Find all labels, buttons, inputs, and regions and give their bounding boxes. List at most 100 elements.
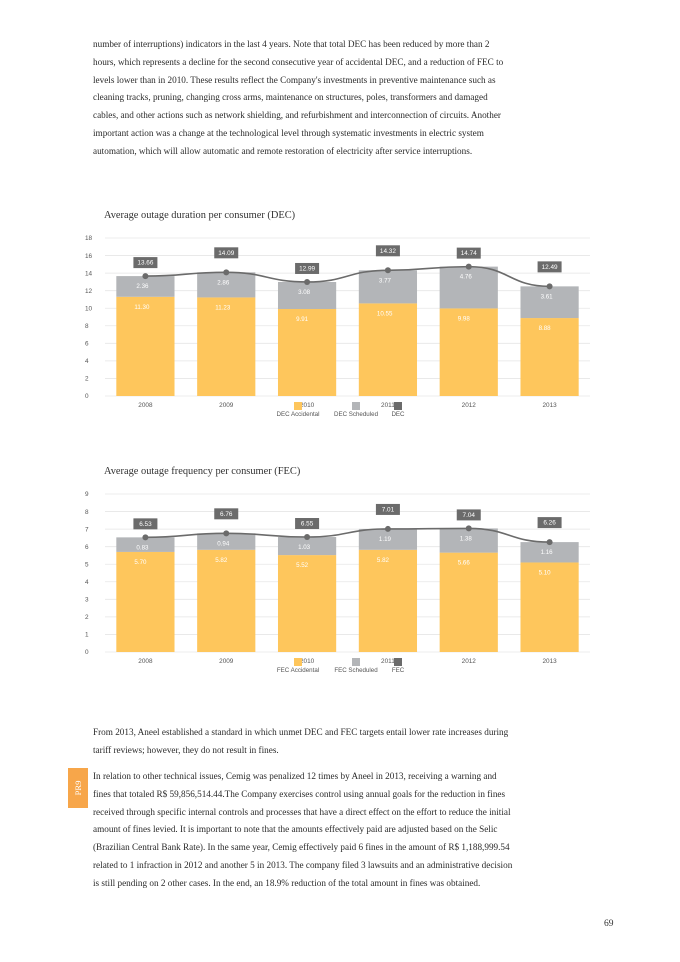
fec-total-point — [465, 525, 472, 532]
dec-total-point — [223, 269, 230, 276]
fec-x-tick-label: 2012 — [462, 658, 477, 665]
fec-bar-scheduled — [197, 533, 256, 550]
fec-legend-swatch — [294, 658, 302, 666]
fec-accidental-label: 5.10 — [539, 569, 552, 576]
fec-total-label: 7.04 — [463, 512, 476, 519]
fec-scheduled-label: 1.38 — [460, 535, 473, 542]
fec-total-line — [145, 527, 550, 543]
dec-bar-scheduled — [439, 266, 498, 309]
fec-bar-accidental — [439, 552, 498, 652]
fec-y-tick-label: 2 — [85, 614, 89, 621]
fec-y-tick-label: 3 — [85, 597, 89, 604]
dec-y-tick-label: 12 — [85, 288, 93, 295]
fec-bar-scheduled — [358, 528, 418, 550]
fec-scheduled-label: 1.03 — [298, 544, 311, 551]
page-number: 69 — [604, 919, 614, 929]
fec-total-point — [223, 530, 230, 537]
fec-x-tick-label: 2008 — [138, 658, 153, 665]
dec-y-tick-label: 6 — [85, 341, 89, 348]
fec-scheduled-label: 1.19 — [379, 536, 392, 543]
dec-y-tick-label: 2 — [85, 376, 89, 383]
dec-total-label: 13.66 — [137, 260, 153, 267]
dec-bar-accidental — [197, 297, 256, 396]
dec-bar-scheduled — [277, 281, 337, 310]
fec-legend-swatch — [394, 658, 402, 666]
dec-total-point — [546, 283, 553, 290]
dec-bar-accidental — [358, 303, 418, 396]
dec-legend-label: DEC Scheduled — [334, 411, 379, 418]
dec-legend-swatch — [294, 402, 302, 410]
fec-total-point — [546, 539, 553, 546]
fec-y-tick-label: 0 — [85, 649, 89, 656]
dec-total-point — [142, 273, 149, 280]
paragraph-dec-fec-results: number of interruptions) indicators in t… — [93, 39, 504, 156]
dec-total-line — [145, 265, 550, 288]
dec-x-tick-label: 2012 — [462, 402, 477, 409]
fec-total-point — [304, 534, 311, 541]
dec-total-label: 14.09 — [218, 250, 234, 257]
dec-accidental-label: 11.30 — [134, 304, 150, 311]
dec-scheduled-label: 3.77 — [379, 277, 392, 284]
dec-total-label: 14.74 — [461, 250, 477, 257]
dec-bar-scheduled — [116, 276, 175, 297]
section-tab-label: PR9 — [73, 780, 83, 796]
dec-accidental-label: 8.88 — [539, 325, 552, 332]
section-tab: PR9 — [68, 768, 88, 808]
paragraph-aneel-standard: From 2013, Aneel established a standard … — [93, 727, 509, 755]
fec-bar-scheduled — [520, 542, 579, 563]
dec-legend-swatch — [352, 402, 360, 410]
fec-total-callout — [375, 503, 400, 515]
fec-accidental-label: 5.52 — [296, 562, 309, 569]
dec-x-tick-label: 2008 — [138, 402, 153, 409]
paragraph-fines: In relation to other technical issues, C… — [93, 771, 513, 888]
fec-bar-accidental — [520, 562, 579, 652]
fec-accidental-label: 5.66 — [458, 560, 471, 567]
fec-total-point — [384, 525, 391, 532]
dec-total-point — [465, 263, 472, 270]
dec-total-callout — [295, 262, 320, 274]
dec-y-tick-label: 4 — [85, 358, 89, 365]
dec-total-callout — [214, 247, 239, 259]
dec-accidental-label: 11.23 — [215, 304, 231, 311]
dec-chart: 0 2 4 6 8 10 12 14 16 18 11.30 2.36 2008 11.23 2.86 200… — [85, 235, 590, 418]
dec-bar-scheduled — [520, 286, 579, 319]
fec-total-callout — [133, 518, 158, 530]
fec-legend-label: FEC Accidental — [277, 667, 319, 674]
dec-x-tick-label: 2009 — [219, 402, 234, 409]
dec-y-tick-label: 16 — [85, 253, 93, 260]
dec-bar-accidental — [520, 318, 579, 396]
fec-scheduled-label: 0.94 — [217, 540, 230, 547]
fec-chart: 0 1 2 3 4 5 6 7 8 9 5.70 0.83 2008 5.82 0.94 2009 5.52 1.… — [85, 491, 590, 674]
dec-scheduled-label: 2.86 — [217, 279, 230, 286]
dec-scheduled-label: 3.61 — [541, 293, 554, 300]
fec-accidental-label: 5.82 — [377, 557, 390, 564]
fec-bar-accidental — [197, 549, 256, 652]
dec-scheduled-label: 2.36 — [136, 283, 149, 290]
dec-total-callout — [375, 245, 400, 257]
dec-bar-accidental — [439, 308, 498, 396]
fec-accidental-label: 5.70 — [134, 559, 147, 566]
fec-total-point — [142, 534, 149, 541]
dec-y-tick-label: 18 — [85, 235, 93, 242]
fec-total-callout — [456, 509, 481, 521]
dec-bar-scheduled — [197, 272, 256, 298]
fec-total-callout — [537, 517, 562, 529]
fec-y-tick-label: 9 — [85, 491, 89, 498]
fec-y-tick-label: 6 — [85, 544, 89, 551]
dec-total-label: 12.99 — [299, 265, 315, 272]
dec-total-label: 14.32 — [380, 248, 396, 255]
fec-total-label: 7.01 — [382, 506, 395, 513]
dec-bar-scheduled — [358, 270, 418, 304]
dec-legend-label: DEC Accidental — [277, 411, 320, 418]
dec-y-tick-label: 8 — [85, 323, 89, 330]
dec-total-point — [304, 278, 311, 285]
dec-legend-label: DEC — [391, 411, 405, 418]
fec-total-label: 6.26 — [543, 520, 556, 527]
fec-accidental-label: 5.82 — [215, 557, 228, 564]
dec-total-label: 12.49 — [542, 264, 558, 271]
fec-y-tick-label: 4 — [85, 579, 89, 586]
fec-y-tick-label: 7 — [85, 526, 89, 533]
fec-bar-scheduled — [277, 537, 337, 556]
fec-bar-accidental — [277, 555, 337, 652]
dec-x-tick-label: 2011 — [381, 402, 395, 409]
